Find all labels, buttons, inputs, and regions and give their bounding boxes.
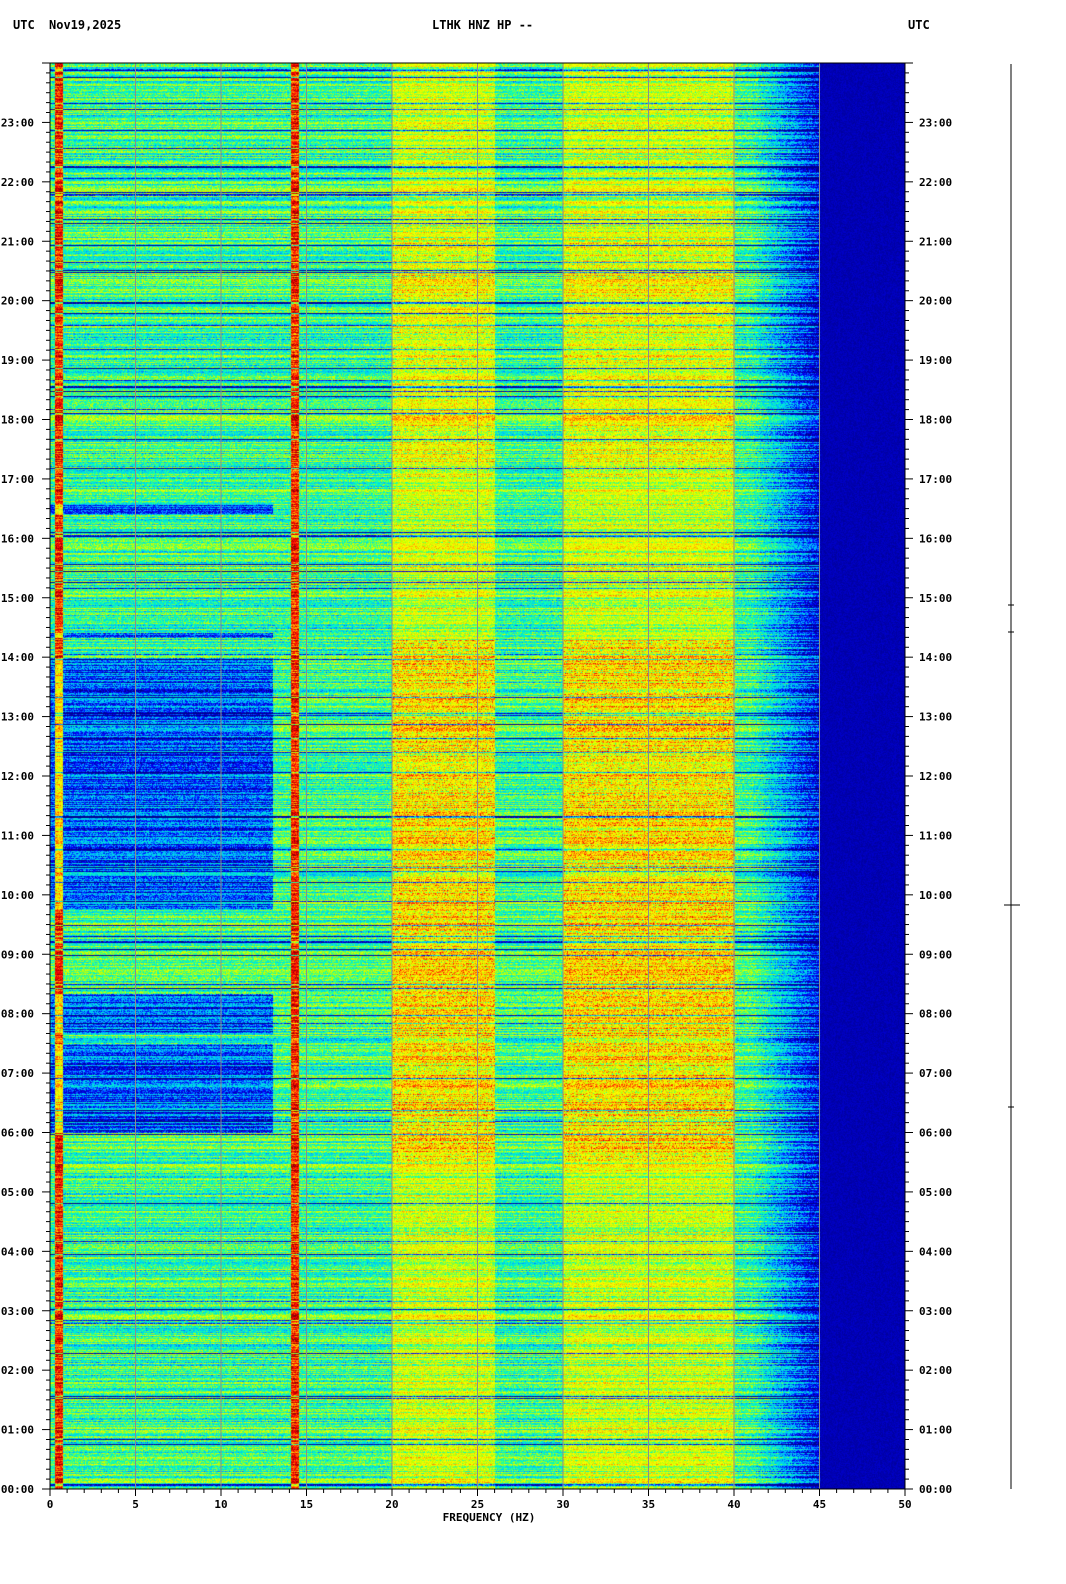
y-tick-label-right: 17:00 [919,473,952,486]
x-tick-label: 0 [47,1498,54,1511]
y-tick-label-left: 06:00 [1,1127,34,1140]
y-tick-label-right: 00:00 [919,1483,952,1496]
y-tick-label-right: 04:00 [919,1245,952,1258]
y-tick-label-left: 22:00 [1,176,34,189]
y-tick-label-left: 09:00 [1,948,34,961]
y-tick-label-left: 16:00 [1,532,34,545]
y-tick-label-right: 23:00 [919,116,952,129]
y-tick-label-right: 22:00 [919,176,952,189]
y-tick-label-right: 07:00 [919,1067,952,1080]
y-tick-label-left: 23:00 [1,116,34,129]
y-tick-label-left: 01:00 [1,1424,34,1437]
frequency-gridlines [135,63,820,1489]
y-tick-label-left: 00:00 [1,1483,34,1496]
y-tick-label-right: 16:00 [919,532,952,545]
y-tick-label-right: 15:00 [919,592,952,605]
amplitude-scale-trace [1004,64,1020,1489]
chart-axes: 0 5 10 15 20 25 30 35 40 45 50 00:00 00:00 01:00 01:00… [1,62,952,1511]
x-tick-label: 5 [132,1498,139,1511]
y-tick-label-left: 12:00 [1,770,34,783]
y-tick-label-right: 09:00 [919,948,952,961]
y-tick-label-left: 13:00 [1,711,34,724]
y-tick-label-left: 17:00 [1,473,34,486]
y-tick-label-left: 11:00 [1,829,34,842]
left-timezone-label: UTC [13,18,35,32]
y-tick-label-right: 06:00 [919,1127,952,1140]
station-title: LTHK HNZ HP -- [432,18,534,32]
x-tick-label: 40 [727,1498,740,1511]
y-tick-label-right: 20:00 [919,295,952,308]
x-tick-label: 45 [813,1498,826,1511]
y-tick-label-left: 05:00 [1,1186,34,1199]
y-tick-label-left: 03:00 [1,1305,34,1318]
y-tick-label-left: 21:00 [1,235,34,248]
y-tick-label-right: 05:00 [919,1186,952,1199]
y-tick-label-right: 18:00 [919,414,952,427]
y-tick-label-right: 10:00 [919,889,952,902]
y-tick-label-left: 08:00 [1,1008,34,1021]
x-tick-label: 50 [898,1498,911,1511]
y-tick-label-left: 20:00 [1,295,34,308]
y-tick-label-right: 13:00 [919,711,952,724]
y-tick-label-left: 10:00 [1,889,34,902]
y-tick-label-right: 03:00 [919,1305,952,1318]
y-tick-label-left: 15:00 [1,592,34,605]
y-tick-label-right: 08:00 [919,1008,952,1021]
x-axis-label: FREQUENCY (HZ) [443,1511,536,1524]
y-tick-label-left: 07:00 [1,1067,34,1080]
y-tick-label-right: 11:00 [919,829,952,842]
y-tick-label-right: 21:00 [919,235,952,248]
y-tick-label-right: 19:00 [919,354,952,367]
y-tick-label-right: 14:00 [919,651,952,664]
y-tick-label-right: 12:00 [919,770,952,783]
y-tick-label-left: 04:00 [1,1245,34,1258]
date-label: Nov19,2025 [49,18,122,32]
x-tick-label: 15 [300,1498,313,1511]
y-tick-label-left: 18:00 [1,414,34,427]
y-tick-label-left: 14:00 [1,651,34,664]
y-tick-label-right: 02:00 [919,1364,952,1377]
x-tick-label: 35 [642,1498,655,1511]
right-timezone-label: UTC [908,18,930,32]
y-tick-label-left: 02:00 [1,1364,34,1377]
x-tick-label: 20 [385,1498,398,1511]
x-tick-label: 25 [471,1498,484,1511]
y-tick-label-left: 19:00 [1,354,34,367]
y-tick-label-right: 01:00 [919,1424,952,1437]
x-tick-label: 10 [214,1498,227,1511]
x-tick-label: 30 [556,1498,569,1511]
